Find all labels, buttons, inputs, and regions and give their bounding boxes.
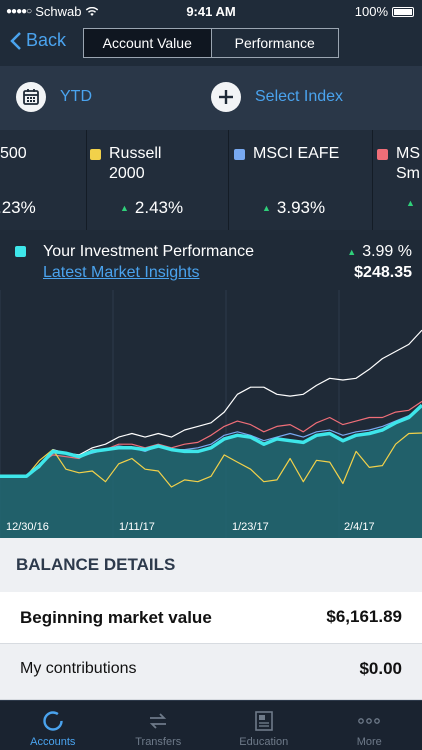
- index-percent: 2.43%: [134, 198, 184, 217]
- market-insights-link[interactable]: Latest Market Insights: [43, 264, 200, 281]
- tab-performance[interactable]: Performance: [234, 35, 315, 51]
- balance-details-title: BALANCE DETAILS: [16, 555, 176, 574]
- tab-account-value[interactable]: Account Value: [84, 29, 212, 57]
- status-bar: ●●●●○ Schwab 9:41 AM 100%: [0, 0, 422, 22]
- index-percent: .23%: [0, 198, 36, 217]
- divider: [228, 130, 229, 230]
- index-value: .23%: [0, 198, 36, 218]
- signal-icon: ●●●●○: [6, 6, 32, 17]
- index-name-row: MS Sm: [377, 144, 422, 184]
- transfers-icon: [150, 713, 167, 729]
- filter-row: YTD Select Index: [0, 66, 422, 130]
- index-name: Russell 2000: [109, 145, 162, 182]
- x-tick-label: 2/4/17: [344, 521, 375, 533]
- back-button[interactable]: Back: [10, 30, 66, 51]
- series-line: [0, 432, 422, 488]
- balance-row-amount: $0.00: [359, 659, 402, 678]
- education-icon: [254, 711, 273, 731]
- divider: [86, 130, 87, 230]
- chart-svg: 12/30/16 1/11/17 1/23/17 2/4/17: [0, 290, 422, 538]
- index-name: 500: [0, 145, 27, 162]
- chevron-left-icon: [10, 31, 21, 50]
- balance-row-beginning[interactable]: Beginning market value $6,161.89: [0, 592, 422, 644]
- balance-row-label: My contributions: [20, 660, 137, 677]
- wifi-icon: [86, 6, 99, 16]
- period-label: YTD: [60, 88, 92, 105]
- balance-row-label: Beginning market value: [20, 608, 212, 627]
- tab-more[interactable]: More: [317, 701, 422, 750]
- x-tick-label: 1/23/17: [232, 521, 269, 533]
- back-label: Back: [26, 30, 67, 50]
- legend-swatch: [90, 149, 101, 160]
- tab-education[interactable]: Education: [211, 701, 317, 750]
- plus-icon: [211, 82, 241, 112]
- divider: [372, 130, 373, 230]
- index-value: ▲: [406, 198, 415, 208]
- carrier-info: ●●●●○ Schwab: [6, 4, 99, 19]
- index-strip[interactable]: 500 .23% Russell 2000 ▲ 2.43% MSCI EAFE …: [0, 130, 422, 230]
- legend-swatch: [234, 149, 245, 160]
- battery-percent: 100%: [354, 4, 388, 19]
- tab-bar: Accounts Transfers Education More: [0, 700, 422, 750]
- x-tick-label: 12/30/16: [6, 521, 49, 533]
- accounts-icon: [43, 711, 63, 731]
- status-time: 9:41 AM: [186, 4, 236, 19]
- index-name: MS Sm: [396, 145, 420, 182]
- balance-details-header: BALANCE DETAILS: [0, 538, 422, 592]
- arrow-up-icon: ▲: [406, 198, 415, 208]
- battery-icon: [392, 6, 414, 17]
- segmented-control: Account Value Performance: [83, 28, 339, 58]
- performance-percent: ▲ 3.99 %: [347, 243, 412, 261]
- index-value: ▲ 3.93%: [262, 198, 325, 218]
- tab-label: Education: [239, 736, 289, 748]
- performance-percent-value: 3.99 %: [362, 243, 412, 260]
- arrow-up-icon: ▲: [120, 203, 129, 213]
- tab-label: More: [356, 736, 382, 748]
- performance-amount: $248.35: [354, 264, 412, 281]
- performance-title: Your Investment Performance: [43, 243, 255, 260]
- tab-accounts[interactable]: Accounts: [0, 701, 106, 750]
- navigation-bar: Back Account Value Performance: [0, 22, 422, 66]
- arrow-up-icon: ▲: [347, 247, 357, 257]
- tab-transfers[interactable]: Transfers: [106, 701, 212, 750]
- performance-chart[interactable]: 12/30/16 1/11/17 1/23/17 2/4/17: [0, 290, 422, 538]
- index-percent: 3.93%: [276, 198, 326, 217]
- select-index-button[interactable]: Select Index: [211, 82, 343, 112]
- select-index-label: Select Index: [255, 88, 344, 105]
- series-line-main: [0, 403, 422, 479]
- performance-summary: Your Investment Performance Latest Marke…: [0, 230, 422, 290]
- series-line: [0, 400, 422, 477]
- tab-label: Transfers: [135, 736, 182, 748]
- balance-row-amount: $6,161.89: [326, 607, 402, 626]
- more-icon: [358, 718, 381, 724]
- legend-swatch: [377, 149, 388, 160]
- index-name-row: MSCI EAFE: [234, 144, 339, 164]
- index-name-row: Russell 2000: [90, 144, 179, 184]
- legend-swatch: [15, 246, 26, 257]
- arrow-up-icon: ▲: [262, 203, 271, 213]
- balance-row-contributions[interactable]: My contributions $0.00: [0, 644, 422, 700]
- calendar-icon: [16, 82, 46, 112]
- period-selector[interactable]: YTD: [16, 82, 92, 112]
- battery-status: 100%: [355, 4, 414, 19]
- tab-label: Accounts: [30, 736, 76, 748]
- x-tick-label: 1/11/17: [119, 521, 155, 533]
- index-name: MSCI EAFE: [253, 145, 340, 162]
- index-value: ▲ 2.43%: [120, 198, 183, 218]
- carrier-name: Schwab: [35, 4, 82, 19]
- series-area: [0, 405, 422, 538]
